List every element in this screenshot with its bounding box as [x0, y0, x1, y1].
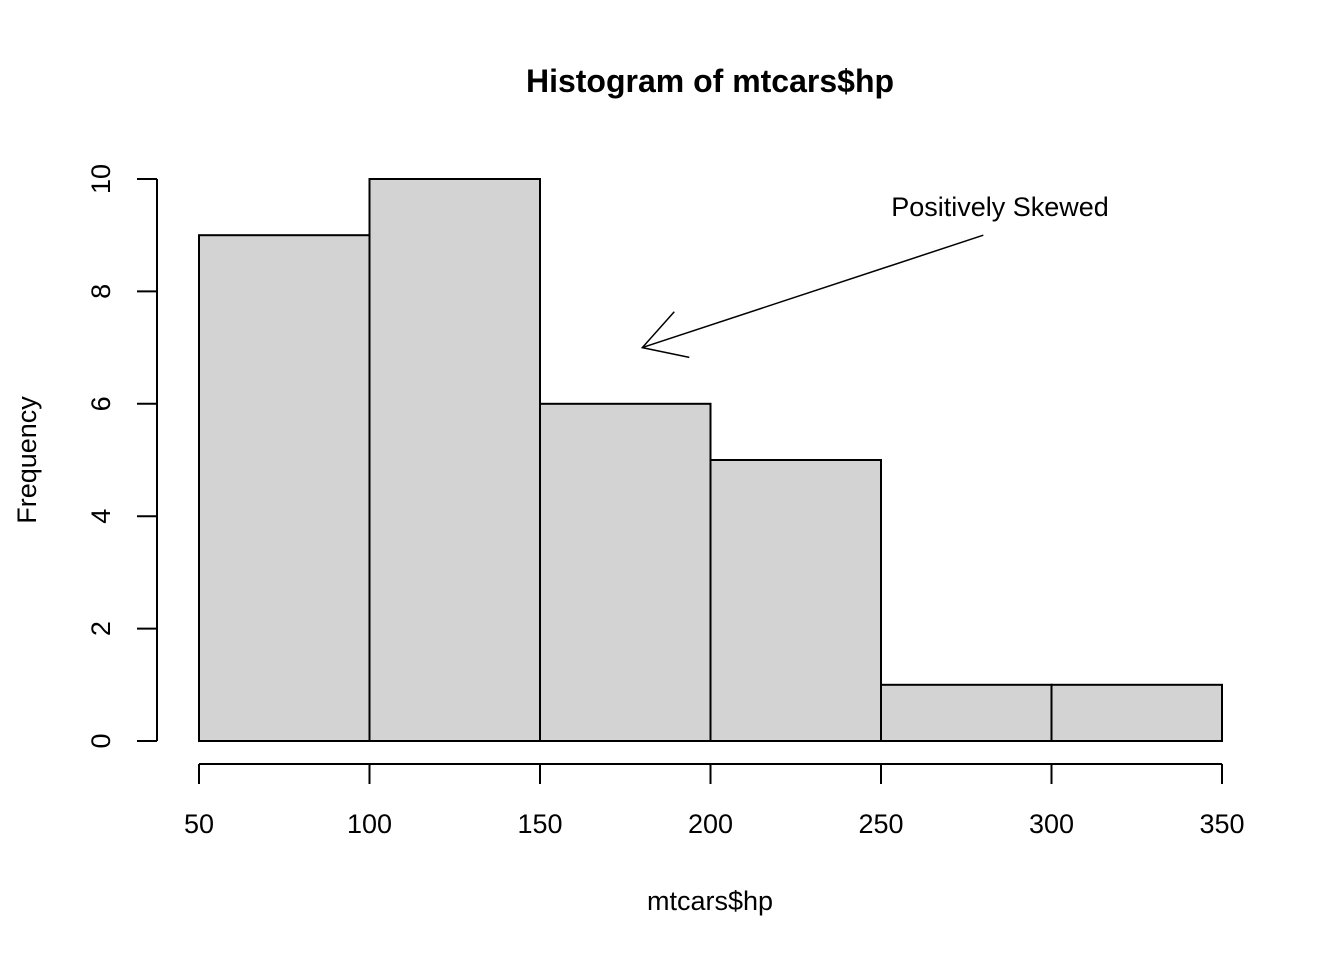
y-tick-label: 4	[86, 509, 116, 524]
x-tick-label: 50	[184, 809, 214, 839]
y-tick-label: 0	[86, 733, 116, 748]
histogram-bar-300-350	[1050, 683, 1223, 742]
annotation-group: Positively Skewed	[640, 192, 1109, 359]
chart-title: Histogram of mtcars$hp	[526, 63, 894, 99]
x-tick-label: 350	[1199, 809, 1244, 839]
histogram-bar-200-250	[709, 459, 882, 742]
annotation-arrow-shaft	[642, 234, 984, 349]
x-tick-label: 100	[347, 809, 392, 839]
annotation-text: Positively Skewed	[891, 192, 1109, 222]
x-tick-label: 250	[858, 809, 903, 839]
annotation-arrow-head	[640, 311, 690, 359]
y-tick-label: 10	[86, 164, 116, 194]
x-axis-label: mtcars$hp	[647, 886, 773, 916]
histogram-bar-150-200	[539, 402, 712, 742]
y-tick-label: 6	[86, 396, 116, 411]
y-tick-label: 8	[86, 284, 116, 299]
y-axis: 0 2 4 6 8 10	[86, 164, 158, 749]
histogram-bar-50-100	[198, 234, 371, 742]
histogram-bar-250-300	[880, 683, 1053, 742]
bars-group	[198, 178, 1223, 742]
y-tick-label: 2	[86, 621, 116, 636]
x-tick-label: 200	[688, 809, 733, 839]
x-tick-label: 300	[1029, 809, 1074, 839]
x-tick-label: 150	[517, 809, 562, 839]
histogram-bar-100-150	[368, 178, 541, 742]
x-axis: 50 100 150 200 250 300 350	[184, 763, 1245, 839]
y-axis-label: Frequency	[12, 396, 42, 524]
